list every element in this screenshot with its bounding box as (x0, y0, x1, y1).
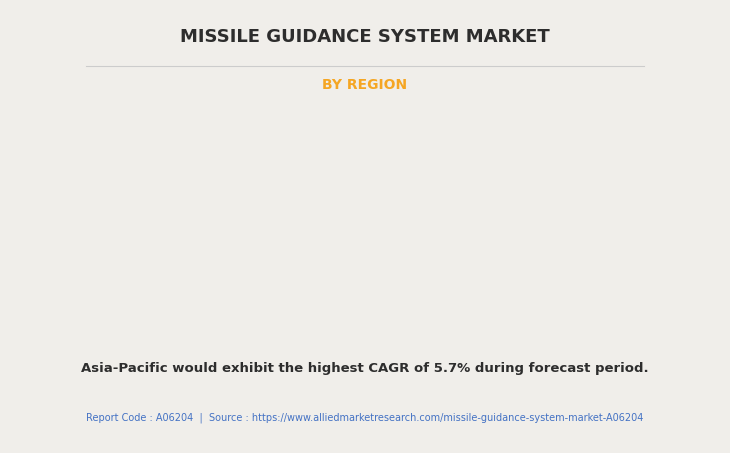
Text: Report Code : A06204  |  Source : https://www.alliedmarketresearch.com/missile-g: Report Code : A06204 | Source : https://… (86, 413, 644, 423)
Text: BY REGION: BY REGION (323, 78, 407, 92)
Text: MISSILE GUIDANCE SYSTEM MARKET: MISSILE GUIDANCE SYSTEM MARKET (180, 28, 550, 46)
Text: Asia-Pacific would exhibit the highest CAGR of 5.7% during forecast period.: Asia-Pacific would exhibit the highest C… (81, 362, 649, 375)
